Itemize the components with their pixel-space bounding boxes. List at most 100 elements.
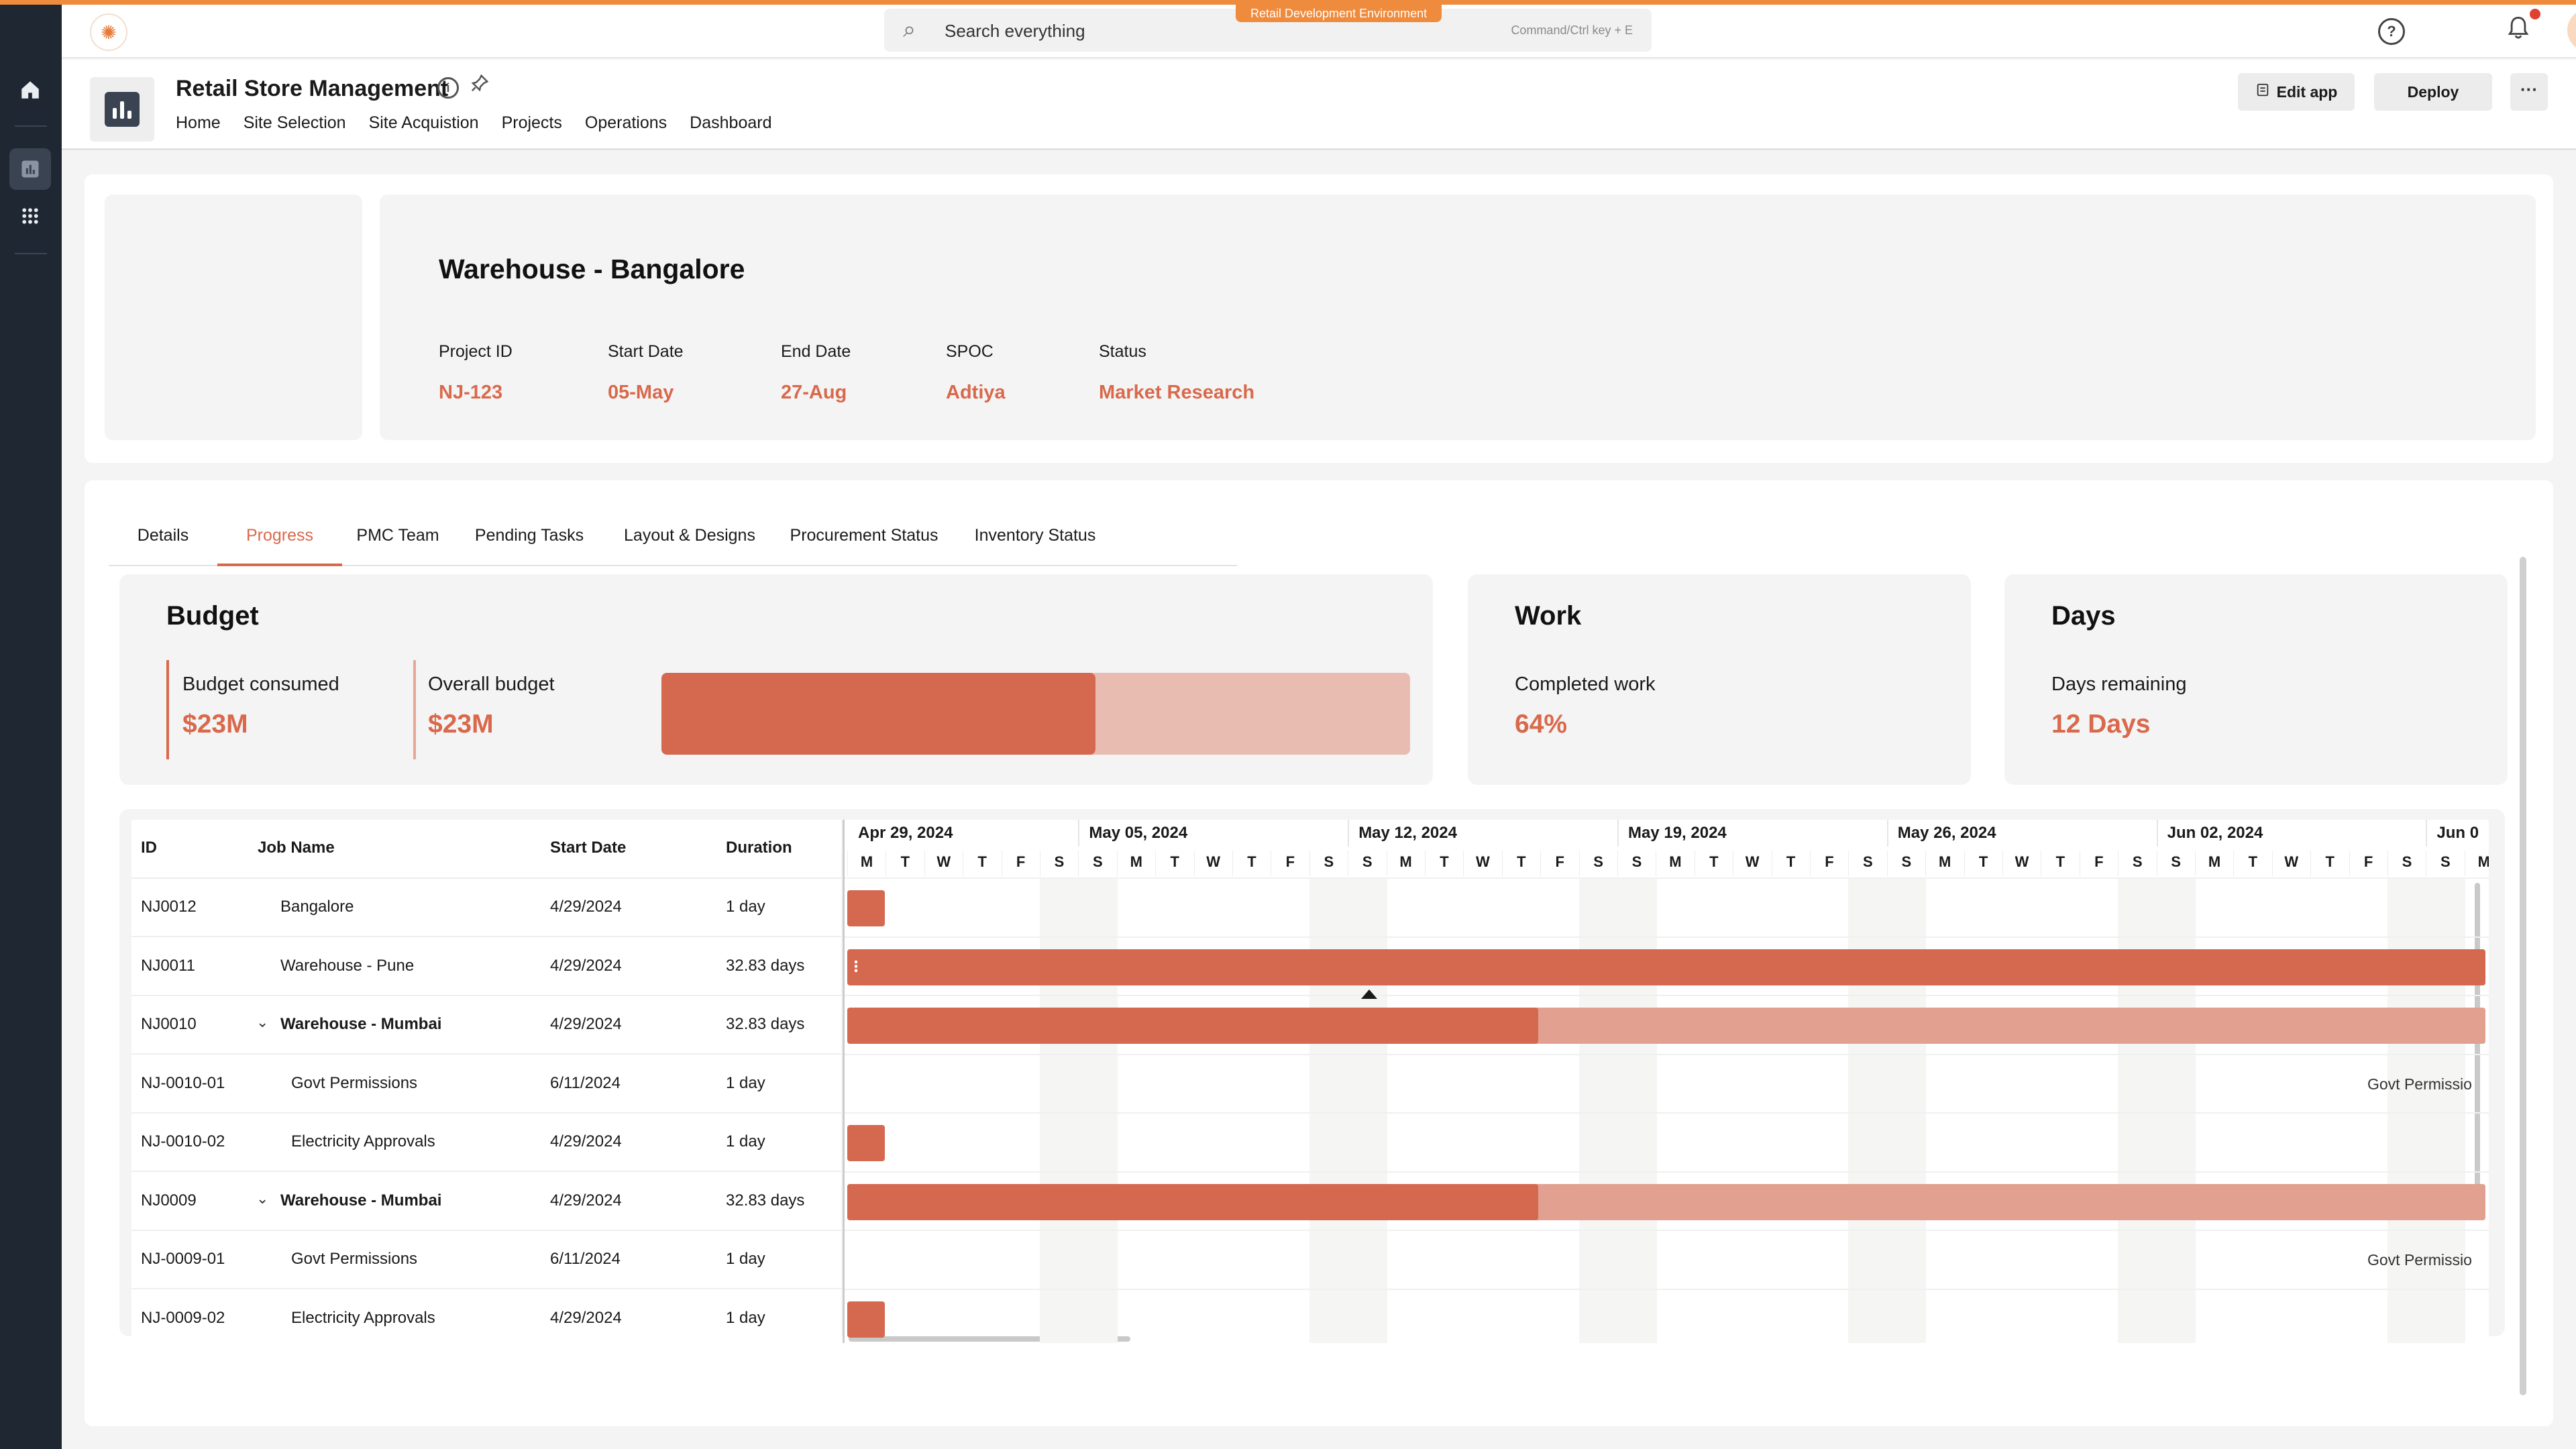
summary-bar-progress[interactable] xyxy=(847,1183,1538,1220)
bar-drag-handle-icon[interactable]: ⋮ xyxy=(849,957,863,975)
milestone-label: Govt Permissio xyxy=(2367,1075,2472,1093)
meta-value: NJ-123 xyxy=(439,382,503,403)
budget-consumed-value: $23M xyxy=(182,710,248,739)
gantt-row[interactable]: NJ0012 Bangalore 4/29/2024 1 day xyxy=(131,879,841,937)
app-title: Retail Store Management xyxy=(176,76,449,101)
home-icon[interactable] xyxy=(9,69,51,111)
weekend-shade xyxy=(1309,879,1387,1343)
day-label: F xyxy=(1016,853,1026,870)
nav-projects[interactable]: Projects xyxy=(501,113,562,132)
tab-details[interactable]: Details xyxy=(137,526,189,545)
days-title: Days xyxy=(2051,601,2116,631)
gantt-row[interactable]: NJ-0010-01 Govt Permissions 6/11/2024 1 day xyxy=(131,1055,841,1114)
deploy-button[interactable]: Deploy xyxy=(2374,73,2492,111)
day-separator xyxy=(1964,851,1965,876)
week-label: May 26, 2024 xyxy=(1897,824,1996,842)
search-input[interactable]: Search everything xyxy=(945,21,1085,41)
tab-procurement-status[interactable]: Procurement Status xyxy=(790,526,938,545)
week-label: Jun 0 xyxy=(2436,824,2479,842)
timeline-row-line xyxy=(845,1171,2489,1173)
tab-progress[interactable]: Progress xyxy=(217,510,342,566)
tab-pending-tasks[interactable]: Pending Tasks xyxy=(474,526,584,545)
meta-label: Project ID xyxy=(439,342,513,361)
more-options-button[interactable]: ··· xyxy=(2510,73,2548,111)
work-title: Work xyxy=(1515,601,1582,631)
edit-app-button[interactable]: Edit app xyxy=(2238,73,2355,111)
day-separator xyxy=(1617,851,1618,876)
gantt-row[interactable]: NJ-0009-01 Govt Permissions 6/11/2024 1 day xyxy=(131,1231,841,1289)
timeline-horizontal-scrollbar[interactable] xyxy=(849,1336,1130,1342)
day-label: S xyxy=(1054,853,1065,870)
global-search[interactable]: ⌕ Search everything Command/Ctrl key + E xyxy=(884,9,1652,52)
day-label: M xyxy=(1130,853,1142,870)
notification-dot xyxy=(2530,9,2540,19)
progress-section: Details Progress PMC Team Pending Tasks … xyxy=(85,480,2553,1426)
completed-work-label: Completed work xyxy=(1515,674,1656,695)
gantt-row[interactable]: NJ-0010-02 Electricity Approvals 4/29/2024… xyxy=(131,1114,841,1172)
gantt-row[interactable]: NJ-0009-02 Electricity Approvals 4/29/2024… xyxy=(131,1290,841,1344)
project-name: Warehouse - Bangalore xyxy=(439,254,745,284)
timeline-vertical-scrollbar[interactable] xyxy=(2475,883,2480,1212)
day-label: T xyxy=(1517,853,1526,870)
apps-grid-icon[interactable] xyxy=(9,195,51,237)
col-id[interactable]: ID xyxy=(141,839,157,857)
cell-job: Bangalore xyxy=(280,898,354,916)
info-icon[interactable]: i xyxy=(437,77,459,99)
nav-dashboard[interactable]: Dashboard xyxy=(690,113,772,132)
days-card: Days Days remaining 12 Days xyxy=(2004,574,2508,785)
cell-start: 4/29/2024 xyxy=(550,1015,622,1033)
day-label: S xyxy=(1631,853,1642,870)
task-bar[interactable] xyxy=(847,1125,885,1161)
day-label: M xyxy=(1399,853,1412,870)
search-shortcut-hint: Command/Ctrl key + E xyxy=(1511,23,1633,37)
day-separator xyxy=(1309,851,1310,876)
day-label: W xyxy=(2015,853,2029,870)
completed-work-value: 64% xyxy=(1515,710,1568,739)
meta-label: Start Date xyxy=(608,342,684,361)
tab-bar: Details Progress PMC Team Pending Tasks … xyxy=(109,510,1237,566)
task-bar[interactable] xyxy=(847,890,885,926)
weekend-shade xyxy=(2118,879,2196,1343)
col-duration[interactable]: Duration xyxy=(726,839,792,857)
expand-chevron-icon[interactable]: ⌄ xyxy=(256,1014,269,1030)
col-start-date[interactable]: Start Date xyxy=(550,839,627,857)
brand-logo[interactable]: ✺ xyxy=(90,13,127,51)
tab-layout-designs[interactable]: Layout & Designs xyxy=(624,526,755,545)
notification-bell-icon[interactable] xyxy=(2507,15,2530,47)
tab-pmc-team[interactable]: PMC Team xyxy=(356,526,439,545)
day-separator xyxy=(2349,851,2350,876)
cell-id: NJ0012 xyxy=(141,898,197,916)
nav-site-selection[interactable]: Site Selection xyxy=(243,113,346,132)
day-separator xyxy=(885,851,887,876)
task-bar[interactable] xyxy=(847,949,2485,985)
pin-icon[interactable] xyxy=(470,73,490,99)
cell-start: 6/11/2024 xyxy=(550,1073,621,1092)
app-chart-icon[interactable] xyxy=(9,148,51,190)
help-icon[interactable]: ? xyxy=(2378,18,2405,45)
budget-title: Budget xyxy=(166,601,259,631)
cell-start: 4/29/2024 xyxy=(550,1308,622,1327)
day-separator xyxy=(1810,851,1811,876)
gantt-row[interactable]: NJ0009 ⌄ Warehouse - Mumbai 4/29/2024 32.83 … xyxy=(131,1173,841,1231)
nav-home[interactable]: Home xyxy=(176,113,221,132)
day-label: S xyxy=(1324,853,1334,870)
budget-progress-bar xyxy=(661,673,1410,755)
day-label: M xyxy=(2208,853,2221,870)
task-bar[interactable] xyxy=(847,1301,885,1338)
page-vertical-scrollbar[interactable] xyxy=(2520,557,2526,1395)
tab-inventory-status[interactable]: Inventory Status xyxy=(974,526,1096,545)
cell-id: NJ0010 xyxy=(141,1015,197,1033)
meta-start-date: Start Date 05-May xyxy=(608,342,684,404)
nav-operations[interactable]: Operations xyxy=(584,113,667,132)
gantt-row[interactable]: NJ0011 Warehouse - Pune 4/29/2024 32.83 day… xyxy=(131,938,841,996)
gantt-row[interactable]: NJ0010 ⌄ Warehouse - Mumbai 4/29/2024 32.83 … xyxy=(131,996,841,1055)
nav-site-acquisition[interactable]: Site Acquistion xyxy=(368,113,479,132)
cell-duration: 32.83 days xyxy=(726,1191,805,1210)
day-label: W xyxy=(1745,853,1760,870)
summary-bar-progress[interactable] xyxy=(847,1008,1538,1044)
expand-chevron-icon[interactable]: ⌄ xyxy=(256,1189,269,1207)
user-avatar[interactable]: S xyxy=(2567,9,2576,52)
col-job-name[interactable]: Job Name xyxy=(258,839,335,857)
cell-duration: 1 day xyxy=(726,1250,765,1268)
day-label: M xyxy=(1669,853,1682,870)
